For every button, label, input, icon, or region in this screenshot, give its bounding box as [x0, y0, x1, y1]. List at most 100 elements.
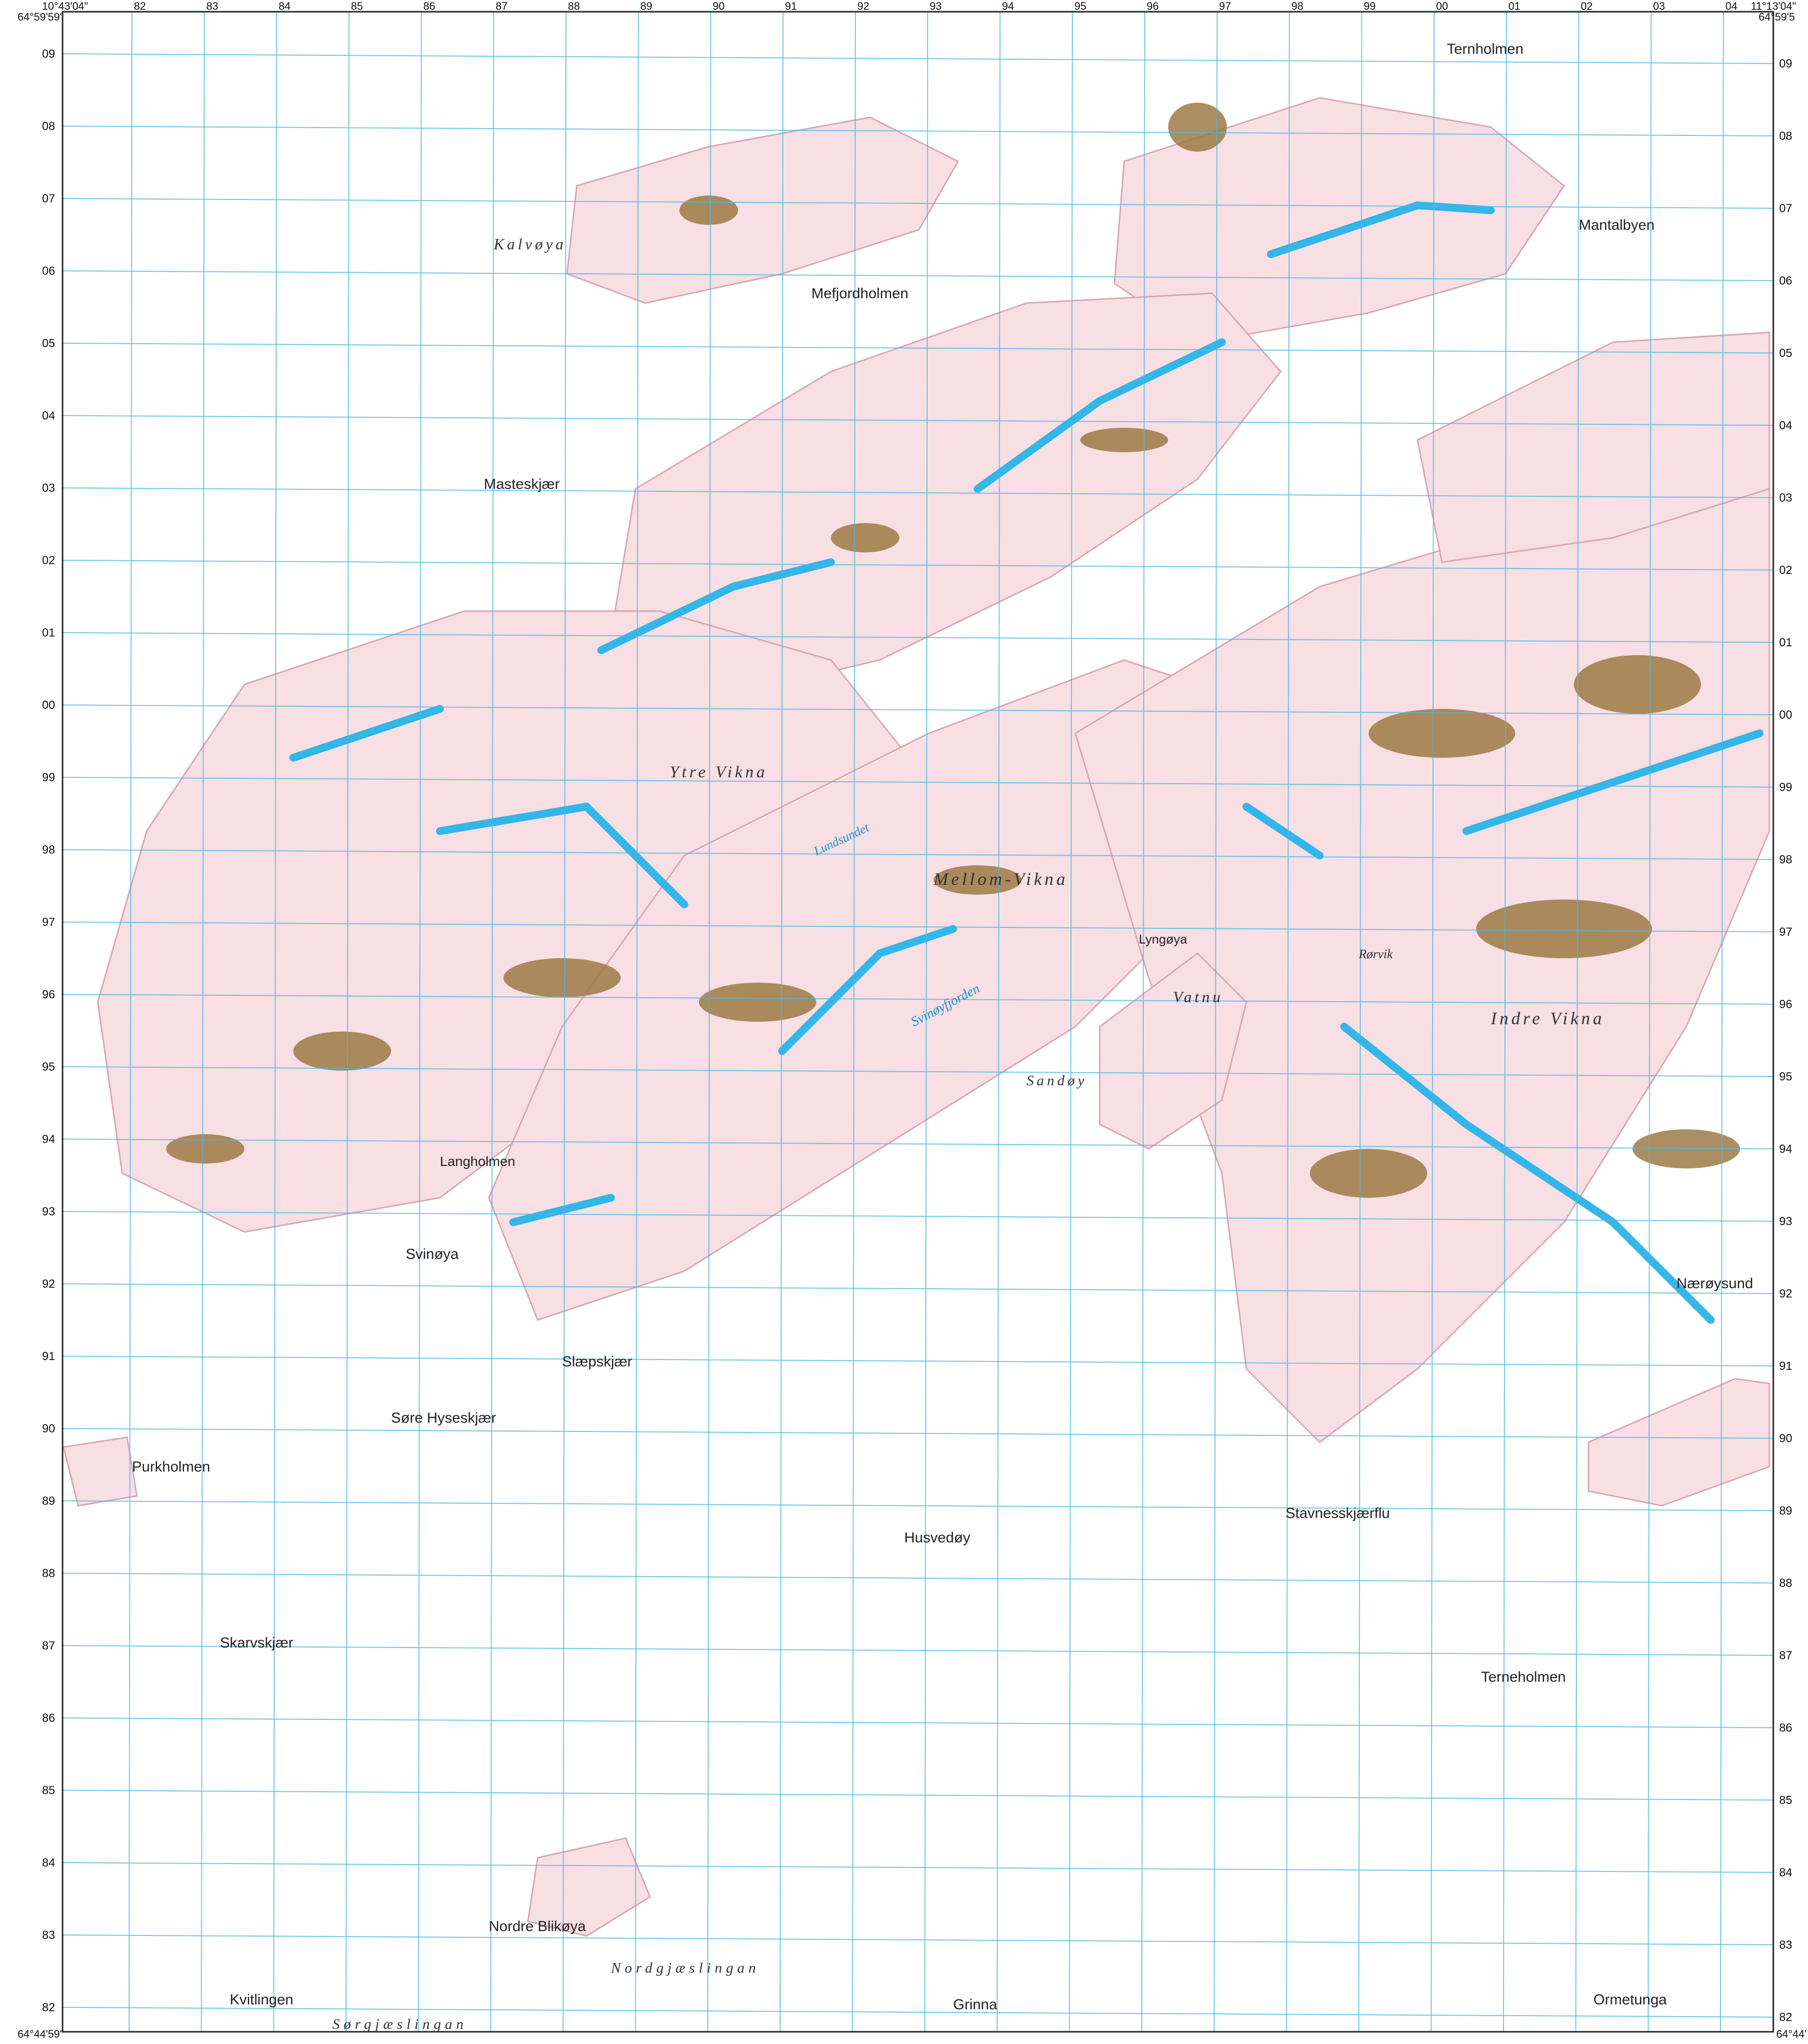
- grid-label-y-right: 98: [1779, 853, 1792, 866]
- grid-line-y: [62, 53, 1774, 64]
- grid-label-y-right: 02: [1779, 564, 1792, 577]
- grid-label-y-left: 96: [42, 988, 55, 1001]
- place-sorgjaslingan: Sørgjæslingan: [332, 2016, 467, 2032]
- grid-label-x: 03: [1653, 0, 1665, 12]
- place-ternholmen: Ternholmen: [1447, 41, 1524, 57]
- grid-label-y-right: 84: [1779, 1866, 1792, 1879]
- grid-line-y: [62, 1645, 1774, 1656]
- grid-label-y-left: 91: [42, 1350, 55, 1363]
- grid-line-y: [62, 1428, 1774, 1439]
- grid-label-y-right: 87: [1779, 1649, 1792, 1662]
- grid-label-y-left: 82: [42, 2001, 55, 2014]
- grid-label-y-left: 98: [42, 843, 55, 857]
- grid-label-y-left: 87: [42, 1639, 55, 1652]
- place-ormetunga: Ormetunga: [1593, 1992, 1667, 2008]
- grid-label-x: 86: [423, 0, 435, 12]
- place-naeroysund: Nærøysund: [1677, 1275, 1753, 1292]
- grid-line-y: [62, 2007, 1774, 2018]
- grid-label-x: 04: [1725, 0, 1737, 12]
- grid-label-y-right: 91: [1779, 1360, 1792, 1373]
- grid-label-x: 02: [1581, 0, 1592, 12]
- corner-top-right-lon: 11°13'04": [1751, 0, 1796, 12]
- grid-label-y-right: 97: [1779, 925, 1792, 939]
- terrain-layer: [166, 103, 1740, 1198]
- grid-line-y: [62, 198, 1774, 209]
- corner-top-left-lat: 64°59'59": [18, 11, 64, 23]
- grid-label-y-left: 93: [42, 1205, 55, 1218]
- grid-line-x: [1575, 11, 1579, 2032]
- grid-label-y-left: 88: [42, 1567, 55, 1580]
- grid-label-y-left: 02: [42, 554, 55, 567]
- place-mellom-vikna: Mellom-Vikna: [933, 869, 1068, 889]
- grid-label-y-right: 82: [1779, 2011, 1792, 2024]
- grid-label-x: 96: [1147, 0, 1158, 12]
- place-stavnesskjarflu: Stavnesskjærflu: [1285, 1505, 1390, 1521]
- grid-label-x: 97: [1219, 0, 1231, 12]
- grid-label-y-left: 04: [42, 409, 55, 422]
- grid-label-y-right: 05: [1779, 347, 1792, 360]
- grid-line-y: [62, 1790, 1774, 1801]
- grid-label-y-left: 85: [42, 1784, 55, 1797]
- corner-top-right-lat: 64°59'5: [1759, 11, 1795, 23]
- grid-label-x: 01: [1508, 0, 1520, 12]
- grid-label-x: 85: [351, 0, 363, 12]
- place-purkholmen: Purkholmen: [132, 1459, 210, 1475]
- place-kvitlingen: Kvitlingen: [230, 1992, 293, 2008]
- grid-line-x: [1358, 11, 1362, 2032]
- grid-line-x: [418, 11, 422, 2032]
- grid-label-y-right: 86: [1779, 1721, 1792, 1735]
- grid-label-y-right: 92: [1779, 1287, 1792, 1300]
- grid-line-x: [1214, 11, 1218, 2032]
- grid-label-y-right: 88: [1779, 1577, 1792, 1590]
- grid-label-x: 87: [496, 0, 507, 12]
- grid-line-x: [1720, 11, 1724, 2032]
- grid-line-y: [62, 777, 1774, 788]
- grid-label-y-left: 95: [42, 1060, 55, 1074]
- grid-label-y-right: 06: [1779, 274, 1792, 287]
- grid-line-y: [62, 704, 1774, 715]
- place-kalvoya: Kalvøya: [493, 235, 566, 253]
- grid-line-y: [62, 994, 1774, 1005]
- place-sore-hyseskjar: Søre Hyseskjær: [391, 1410, 496, 1426]
- corner-bottom-left-lat: 64°44'59": [18, 2028, 64, 2040]
- grid-label-x: 94: [1002, 0, 1014, 12]
- grid-label-x: 90: [713, 0, 724, 12]
- island-central: [488, 659, 1272, 1321]
- grid-line-y: [62, 1356, 1774, 1366]
- grid-line-y: [62, 560, 1774, 571]
- grid-label-y-right: 07: [1779, 202, 1792, 215]
- grid-line-x: [1503, 11, 1507, 2032]
- grid-label-y-right: 04: [1779, 419, 1792, 432]
- grid-label-y-right: 96: [1779, 998, 1792, 1011]
- place-lyngoya: Lyngøya: [1139, 932, 1187, 946]
- grid-label-x: 93: [930, 0, 941, 12]
- grid-line-y: [62, 343, 1774, 353]
- grid-label-y-left: 86: [42, 1712, 55, 1725]
- grid-line-y: [62, 1066, 1774, 1077]
- place-nordre-blikoya: Nordre Blikøya: [489, 1918, 586, 1934]
- grid-label-y-left: 94: [42, 1133, 55, 1146]
- place-husvedoy: Husvedøy: [904, 1530, 970, 1546]
- grid-label-x: 99: [1364, 0, 1375, 12]
- grid-label-y-right: 95: [1779, 1070, 1792, 1083]
- place-grinna: Grinna: [953, 1997, 997, 2013]
- place-terneholmen: Terneholmen: [1481, 1669, 1566, 1685]
- island-naeroysund: [1588, 1378, 1770, 1507]
- grid-line-x: [707, 11, 711, 2032]
- grid-label-x: 92: [857, 0, 869, 12]
- corner-top-left-lon: 10°43'04": [42, 0, 88, 12]
- grid-line-y: [62, 849, 1774, 860]
- grid-label-y-left: 00: [42, 699, 55, 712]
- grid-label-y-right: 83: [1779, 1938, 1792, 1952]
- grid-line-x: [1286, 11, 1290, 2032]
- grid-line-y: [62, 632, 1774, 643]
- place-rorvik: Rørvik: [1358, 947, 1393, 961]
- grid-line-y: [62, 415, 1774, 426]
- grid-line-x: [273, 11, 277, 2032]
- grid-line-y: [62, 1717, 1774, 1728]
- grid-label-y-right: 93: [1779, 1215, 1792, 1228]
- grid-label-y-left: 92: [42, 1277, 55, 1291]
- grid-line-x: [346, 11, 349, 2032]
- place-mastesk: Masteskjær: [484, 476, 560, 492]
